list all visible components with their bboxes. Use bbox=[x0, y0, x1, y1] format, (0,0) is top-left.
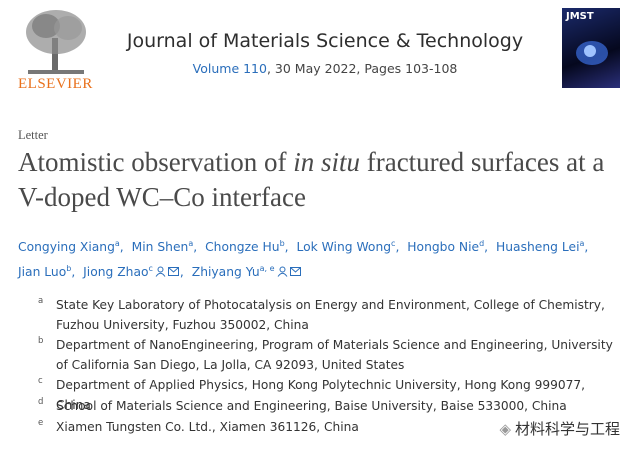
author-name[interactable]: Chongze Hu bbox=[205, 240, 280, 255]
journal-cover[interactable]: JMST bbox=[562, 8, 620, 88]
author-separator: , bbox=[484, 240, 489, 255]
affiliation-label: e bbox=[38, 418, 44, 428]
author[interactable]: Zhiyang Yua, e bbox=[191, 264, 302, 280]
publisher-name: ELSEVIER bbox=[18, 76, 93, 92]
affiliation: a State Key Laboratory of Photocatalysis … bbox=[38, 295, 613, 335]
affiliation: e Xiamen Tungsten Co. Ltd., Xiamen 361126… bbox=[38, 417, 613, 437]
publisher-logo bbox=[26, 10, 86, 74]
author-separator: , bbox=[584, 240, 589, 255]
affiliation: b Department of NanoEngineering, Program … bbox=[38, 335, 613, 375]
watermark: ◈ 材料科学与工程 bbox=[499, 420, 620, 438]
author-affiliation-mark: d bbox=[479, 239, 485, 248]
volume-link[interactable]: Volume 110 bbox=[192, 61, 267, 76]
author-affiliation-mark: c bbox=[391, 239, 396, 248]
author-affiliation-mark: b bbox=[66, 264, 72, 274]
author-name[interactable]: Jiong Zhao bbox=[83, 265, 149, 280]
author-affiliation-mark: b bbox=[279, 239, 285, 248]
affiliation-text: Xiamen Tungsten Co. Ltd., Xiamen 361126,… bbox=[56, 420, 359, 434]
affiliation: c Department of Applied Physics, Hong Kon… bbox=[38, 375, 613, 415]
cover-label: JMST bbox=[566, 11, 594, 22]
author-affiliation-mark: a, e bbox=[259, 264, 275, 274]
article-type: Letter bbox=[18, 128, 48, 142]
author-name[interactable]: Jian Luo bbox=[18, 265, 67, 280]
author-name[interactable]: Congying Xiang bbox=[18, 240, 115, 255]
author[interactable]: Chongze Hub, bbox=[205, 239, 292, 255]
author-separator: , bbox=[395, 240, 400, 255]
author-name[interactable]: Min Shen bbox=[131, 240, 189, 255]
title-part: fractured surfaces at a V-doped WC–Co in… bbox=[18, 147, 605, 212]
affiliation-text: State Key Laboratory of Photocatalysis o… bbox=[56, 298, 605, 332]
author-list: Congying Xianga, Min Shena, Chongze Hub,… bbox=[18, 233, 603, 283]
title-italic: in situ bbox=[293, 147, 360, 177]
author[interactable]: Hongbo Nied, bbox=[407, 239, 492, 255]
author[interactable]: Min Shena, bbox=[131, 239, 202, 255]
issue-line: Volume 110, 30 May 2022, Pages 103-108 bbox=[100, 61, 550, 76]
author[interactable]: Jian Luob, bbox=[18, 264, 79, 280]
author-affiliation-mark: a bbox=[114, 239, 120, 248]
author-name[interactable]: Huasheng Lei bbox=[496, 240, 580, 255]
issue-info: , 30 May 2022, Pages 103-108 bbox=[266, 61, 458, 76]
author-affiliation-mark: c bbox=[148, 264, 153, 274]
author-separator: , bbox=[71, 265, 76, 280]
author-separator: , bbox=[284, 240, 289, 255]
article-title: Atomistic observation of in situ fractur… bbox=[18, 145, 618, 215]
author[interactable]: Huasheng Leia, bbox=[496, 239, 592, 255]
affiliation-label: a bbox=[38, 296, 44, 306]
author-separator: , bbox=[179, 265, 184, 280]
author[interactable]: Congying Xianga, bbox=[18, 239, 128, 255]
affiliation-text: Department of Applied Physics, Hong Kong… bbox=[56, 378, 586, 412]
author-separator: , bbox=[193, 240, 198, 255]
author-name[interactable]: Lok Wing Wong bbox=[296, 240, 392, 255]
author-name[interactable]: Hongbo Nie bbox=[407, 240, 480, 255]
affiliation-label: b bbox=[38, 336, 44, 346]
author-separator: , bbox=[119, 240, 124, 255]
author-name[interactable]: Zhiyang Yu bbox=[191, 265, 260, 280]
person-icon[interactable] bbox=[155, 266, 166, 277]
mail-icon[interactable] bbox=[167, 267, 180, 277]
author-affiliation-mark: a bbox=[579, 239, 585, 248]
affiliation-label: c bbox=[38, 376, 43, 386]
cover-art bbox=[576, 41, 608, 65]
mail-icon[interactable] bbox=[289, 267, 302, 277]
watermark-text: 材料科学与工程 bbox=[514, 420, 620, 438]
journal-title[interactable]: Journal of Materials Science & Technolog… bbox=[126, 30, 524, 52]
author-affiliation-mark: a bbox=[188, 239, 194, 248]
author[interactable]: Jiong Zhaoc, bbox=[83, 264, 188, 280]
title-part: Atomistic observation of bbox=[18, 147, 294, 177]
affiliation-text: School of Materials Science and Engineer… bbox=[56, 399, 567, 413]
author[interactable]: Lok Wing Wongc, bbox=[296, 239, 403, 255]
person-icon[interactable] bbox=[277, 266, 288, 277]
affiliation: d School of Materials Science and Enginee… bbox=[38, 396, 613, 416]
affiliation-text: Department of NanoEngineering, Program o… bbox=[56, 338, 613, 372]
affiliation-label: d bbox=[38, 397, 44, 407]
